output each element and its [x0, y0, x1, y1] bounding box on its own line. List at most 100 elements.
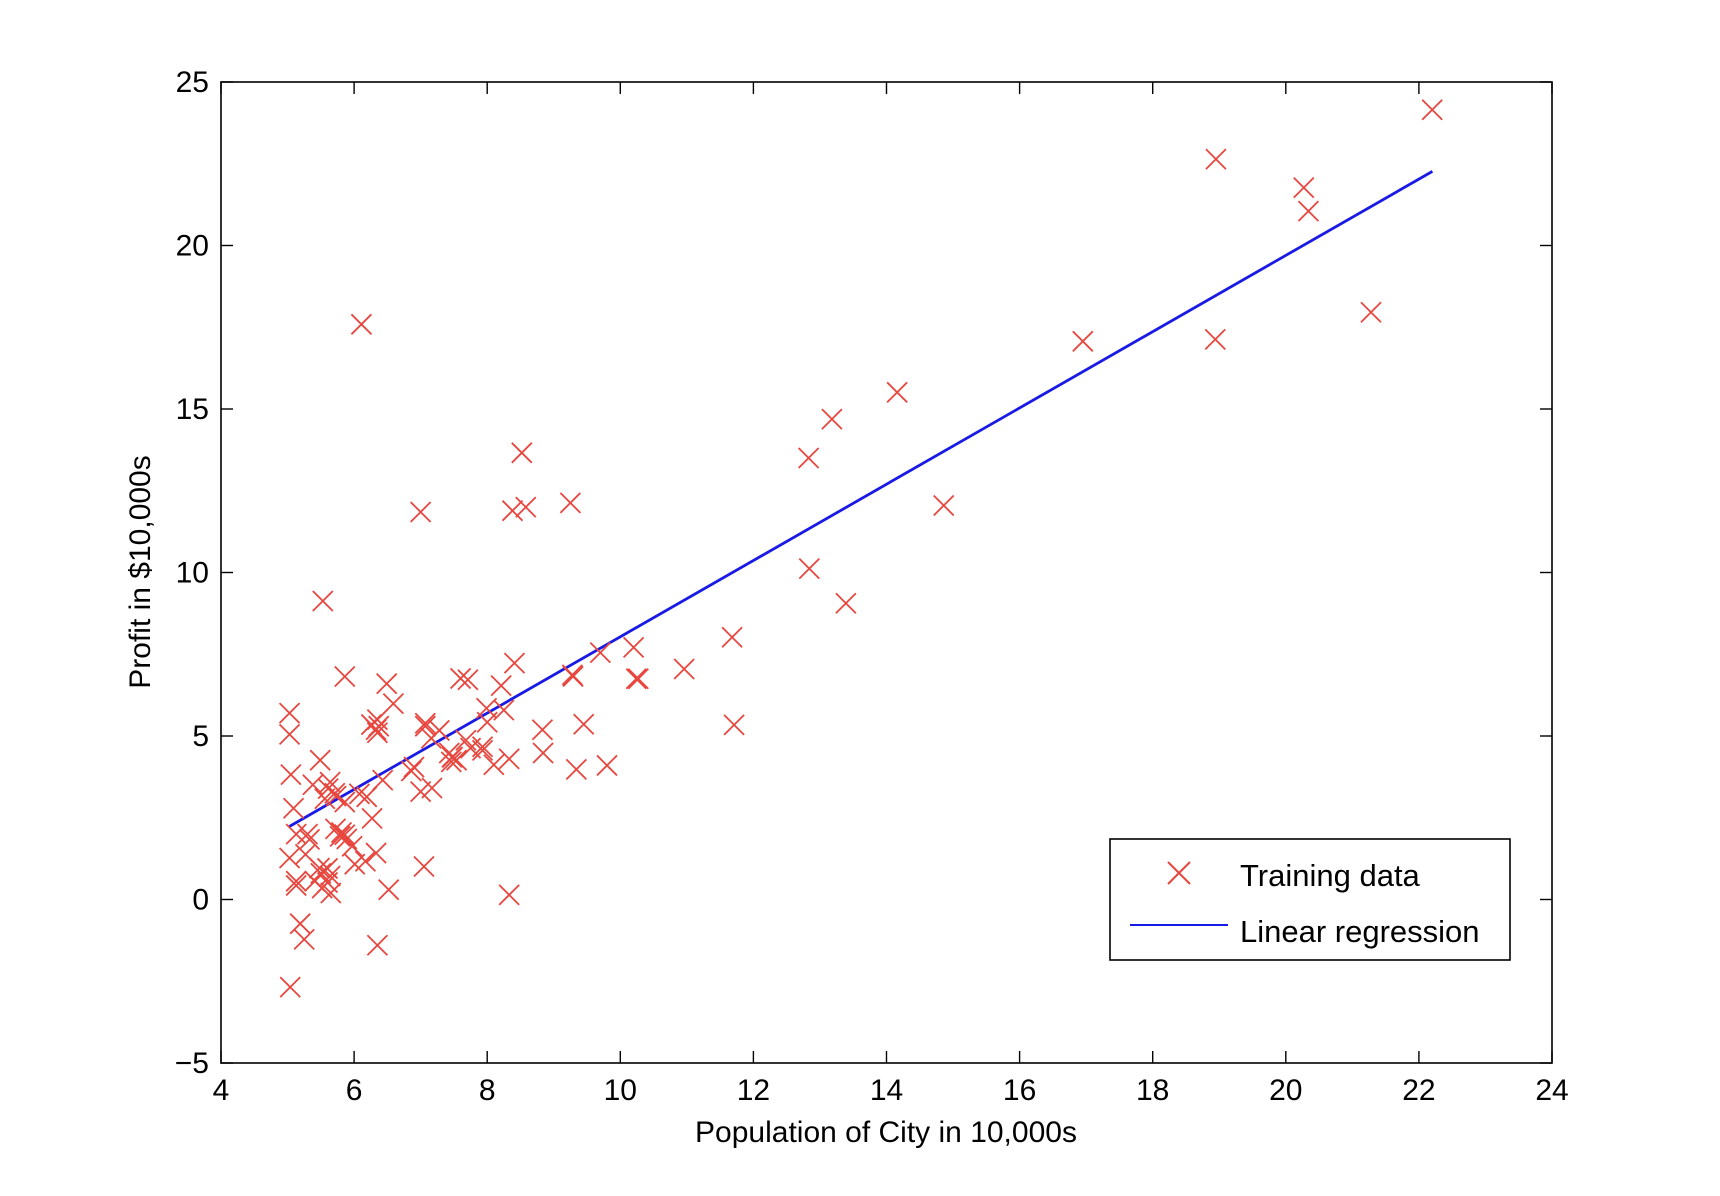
x-tick-label: 10 — [604, 1074, 637, 1107]
data-point-marker — [1204, 328, 1226, 350]
data-point-marker — [441, 746, 463, 768]
data-point-marker — [501, 500, 524, 522]
data-point-marker — [483, 754, 505, 776]
data-point-marker — [366, 934, 389, 956]
y-tick-label: 25 — [176, 66, 209, 99]
data-point-marker — [457, 669, 479, 691]
data-point-marker — [414, 712, 436, 734]
data-point-marker — [310, 862, 332, 884]
data-point-marker — [414, 715, 436, 737]
data-point-marker — [289, 913, 311, 935]
data-point-marker — [627, 668, 649, 690]
data-point-marker — [798, 557, 820, 580]
y-tick-label: 10 — [176, 557, 209, 590]
data-point-marker — [420, 727, 442, 749]
data-point-marker — [503, 652, 526, 674]
data-point-marker — [296, 823, 319, 845]
data-point-marker — [282, 797, 305, 819]
x-tick-label: 20 — [1269, 1074, 1302, 1107]
regression-line — [288, 170, 1434, 828]
data-point-marker — [797, 447, 820, 469]
data-point-marker — [378, 879, 400, 901]
data-point-marker — [1205, 148, 1227, 170]
data-point-marker — [278, 847, 301, 869]
data-point-marker — [561, 664, 584, 686]
data-point-marker — [317, 778, 339, 800]
data-point-marker — [376, 673, 398, 695]
data-point-marker — [475, 697, 498, 719]
x-tick-label: 24 — [1535, 1074, 1568, 1107]
x-tick-label: 6 — [346, 1074, 363, 1107]
data-point-marker — [1360, 301, 1382, 323]
y-axis-label: Profit in $10,000s — [124, 455, 157, 688]
data-point-marker — [319, 771, 341, 793]
data-point-marker — [835, 592, 857, 614]
data-point-marker — [330, 821, 353, 844]
x-tick-label: 12 — [737, 1074, 770, 1107]
data-point-marker — [278, 723, 301, 746]
x-tick-label: 8 — [479, 1074, 496, 1107]
data-point-marker — [1421, 99, 1443, 121]
x-tick-label: 16 — [1003, 1074, 1036, 1107]
data-point-marker — [354, 850, 377, 872]
data-point-marker — [329, 825, 351, 848]
y-tick-label: −5 — [175, 1047, 209, 1080]
data-point-marker — [302, 774, 324, 796]
data-point-marker — [573, 713, 595, 735]
data-point-marker — [334, 665, 356, 688]
legend-label-regression: Linear regression — [1240, 914, 1480, 949]
data-point-marker — [445, 749, 468, 771]
data-point-marker — [309, 749, 331, 771]
plot-frame — [220, 81, 1553, 1064]
data-point-marker — [403, 756, 425, 778]
data-point-marker — [285, 823, 307, 845]
training-data-series — [278, 99, 1443, 998]
data-point-marker — [360, 713, 383, 736]
y-tick-label: 15 — [176, 393, 209, 426]
data-point-marker — [312, 590, 334, 612]
data-point-marker — [721, 626, 743, 648]
data-point-marker — [365, 842, 387, 864]
y-tick-label: 0 — [192, 884, 209, 917]
data-point-marker — [421, 777, 443, 799]
x-tick-label: 18 — [1136, 1074, 1169, 1107]
x-tick-label: 14 — [870, 1074, 903, 1107]
data-point-marker — [285, 874, 307, 897]
data-point-marker — [1297, 200, 1320, 222]
data-point-marker — [298, 828, 321, 850]
data-point-marker — [319, 865, 341, 887]
data-point-marker — [1293, 176, 1315, 199]
data-point-marker — [440, 751, 462, 773]
data-point-marker — [565, 758, 588, 780]
data-point-marker — [341, 835, 363, 857]
data-point-marker — [316, 871, 339, 894]
x-tick-label: 22 — [1402, 1074, 1435, 1107]
data-point-marker — [278, 702, 301, 724]
data-point-marker — [498, 748, 520, 770]
x-axis-ticks: 4 6 8 10 12 14 16 18 20 22 24 — [213, 82, 1569, 1107]
data-point-marker — [531, 719, 554, 741]
data-point-marker — [280, 763, 302, 786]
data-point-marker — [348, 783, 371, 805]
data-point-marker — [493, 699, 515, 721]
data-point-marker — [625, 668, 647, 690]
data-point-marker — [285, 870, 307, 892]
legend-training-marker — [1167, 861, 1191, 885]
data-point-marker — [356, 786, 378, 808]
data-point-marker — [459, 737, 482, 759]
data-point-marker — [821, 408, 843, 430]
data-point-marker — [1072, 330, 1094, 352]
y-tick-label: 20 — [176, 230, 209, 263]
data-point-marker — [350, 313, 373, 335]
data-point-marker — [449, 667, 472, 690]
data-point-marker — [413, 855, 435, 878]
data-point-marker — [589, 641, 611, 664]
regression-series — [288, 170, 1434, 828]
data-point-marker — [596, 754, 618, 777]
data-point-marker — [886, 381, 908, 403]
x-axis-label: Population of City in 10,000s — [695, 1116, 1077, 1149]
y-tick-label: 5 — [192, 720, 209, 753]
data-point-marker — [279, 976, 301, 998]
data-point-marker — [334, 791, 356, 813]
